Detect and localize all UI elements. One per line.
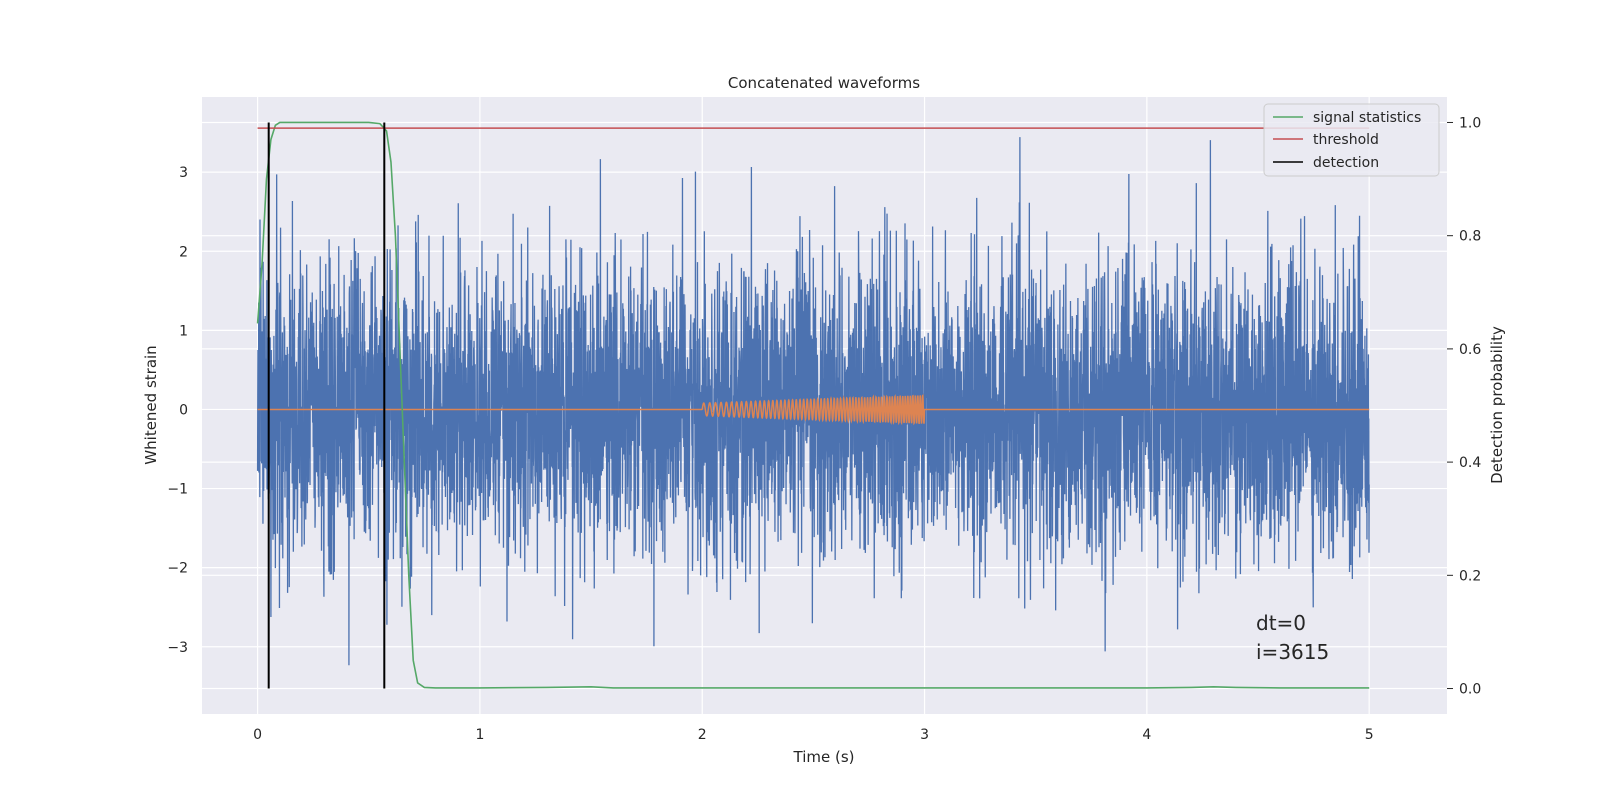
annotation-i: i=3615 [1256, 640, 1329, 664]
x-tick-label: 0 [253, 727, 262, 743]
y-right-tick-label: 0.2 [1459, 568, 1481, 584]
y-left-tick-label: −1 [167, 482, 188, 498]
chirp-line [257, 393, 1370, 426]
y-left-tick-label: −2 [167, 561, 188, 577]
y-right-tick-label: 0.0 [1459, 682, 1481, 698]
x-tick-label: 3 [920, 727, 929, 743]
y-left-tick-label: 3 [179, 165, 188, 181]
legend: signal statistics threshold detection [1263, 103, 1440, 177]
legend-label-detection: detection [1313, 155, 1379, 171]
y-right-tick-label: 0.8 [1459, 229, 1481, 245]
y-left-tick-label: 2 [179, 244, 188, 260]
x-tick-label: 1 [475, 727, 484, 743]
annotation: dt=0 i=3615 [1256, 611, 1329, 664]
x-tick-label: 4 [1142, 727, 1151, 743]
legend-label-signal-statistics: signal statistics [1313, 110, 1421, 126]
detection-series [267, 122, 386, 689]
y-left-axis-label: Whitened strain [142, 345, 160, 464]
x-axis-ticks: 0 1 2 3 4 5 [253, 727, 1374, 743]
x-tick-label: 5 [1365, 727, 1374, 743]
y-left-tick-label: −3 [167, 640, 188, 656]
signal-statistics-series [256, 121, 1370, 689]
y-right-tick-label: 1.0 [1459, 115, 1481, 131]
y-left-axis-ticks: −3 −2 −1 0 1 2 3 [167, 165, 188, 656]
y-right-axis-label: Detection probability [1488, 326, 1506, 484]
y-right-tick-label: 0.6 [1459, 342, 1481, 358]
y-right-axis-ticks: 0.0 0.2 0.4 0.6 0.8 1.0 [1447, 115, 1481, 698]
noise-line [256, 137, 1370, 666]
chirp-series [257, 393, 1370, 426]
legend-label-threshold: threshold [1313, 132, 1379, 148]
chart-title: Concatenated waveforms [728, 74, 920, 92]
annotation-dt: dt=0 [1256, 611, 1306, 635]
x-axis-label: Time (s) [793, 748, 855, 766]
y-right-tick-label: 0.4 [1459, 455, 1481, 471]
noise-series [256, 137, 1370, 666]
x-tick-label: 2 [698, 727, 707, 743]
signal-statistics-line [256, 121, 1370, 689]
y-left-tick-label: 0 [179, 402, 188, 418]
y-left-tick-label: 1 [179, 323, 188, 339]
legend-box [1263, 103, 1440, 177]
